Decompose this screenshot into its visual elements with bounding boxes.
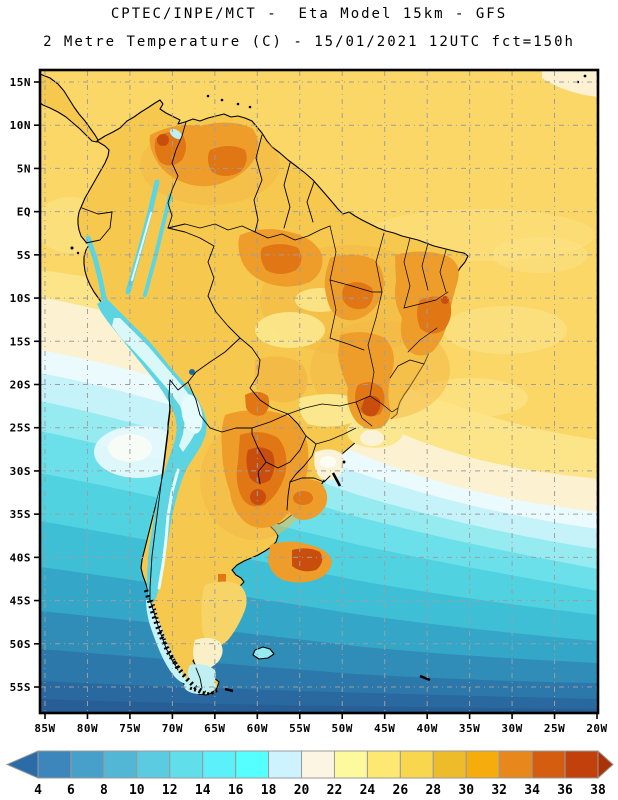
colorbar-cell — [202, 750, 237, 779]
lagoa-dos-patos — [331, 472, 342, 487]
colorbar-cell — [169, 750, 204, 779]
colorbar-cell — [70, 750, 105, 779]
colorbar-tick-label: 16 — [228, 783, 244, 798]
colorbar-cell — [235, 750, 270, 779]
lat-label: 5S — [17, 249, 31, 262]
colorbar-arrow-right — [597, 749, 614, 780]
colorbar-tick-label: 24 — [360, 783, 376, 798]
colorbar-cell — [103, 750, 138, 779]
lon-label: 40W — [416, 722, 437, 735]
lon-label: 20W — [586, 722, 607, 735]
colorbar-tick-label: 20 — [294, 783, 310, 798]
lat-label: 50S — [10, 638, 31, 651]
colorbar-tick-label: 36 — [557, 783, 573, 798]
map-frame — [38, 68, 600, 715]
lon-label: 65W — [204, 722, 225, 735]
fjords-speckle — [143, 589, 219, 696]
colorbar-cell — [37, 750, 72, 779]
lat-label: 10S — [10, 292, 31, 305]
page-subtitle: 2 Metre Temperature (C) - 15/01/2021 12U… — [43, 34, 575, 50]
colorbar-cell — [366, 750, 401, 779]
map-body — [40, 70, 598, 713]
latitude-axis: 15N 10N 5N EQ 5S 10S 15S 20S 25S 30S 35S 40S 45S 50S 5… — [10, 76, 40, 694]
isla-de-los-estados — [224, 687, 234, 693]
south-georgia — [419, 674, 431, 682]
lat-label: 10N — [10, 119, 31, 132]
colorbar-cell — [301, 750, 335, 779]
lat-label: 25S — [10, 422, 31, 435]
colorbar-cell — [531, 750, 566, 779]
colorbar-cell — [564, 750, 599, 779]
lon-label: 35W — [459, 722, 480, 735]
lat-label: EQ — [17, 206, 31, 219]
lat-label: 5N — [17, 162, 31, 175]
lat-label: 15N — [10, 76, 31, 89]
colorbar-tick-label: 30 — [458, 783, 474, 798]
colorbar-tick-label: 4 — [34, 783, 42, 798]
colorbar-tick-label: 28 — [425, 783, 441, 798]
lon-label: 60W — [247, 722, 268, 735]
longitude-axis: 85W 80W 75W 70W 65W 60W 55W 50W 45W 40W 35W 30W 25W 2… — [34, 713, 607, 735]
lat-label: 15S — [10, 335, 31, 348]
continent-south-america — [40, 73, 587, 696]
colorbar-tick-label: 22 — [327, 783, 343, 798]
lat-label: 45S — [10, 595, 31, 608]
colorbar-cell — [399, 750, 434, 779]
colorbar-tick-label: 6 — [67, 783, 75, 798]
colorbar-cell — [465, 750, 500, 779]
lon-label: 45W — [374, 722, 395, 735]
lat-label: 40S — [10, 551, 31, 564]
colorbar-tick-label: 26 — [393, 783, 409, 798]
lake-titicaca — [189, 369, 195, 375]
colorbar-tick-label: 10 — [129, 783, 145, 798]
lon-label: 85W — [34, 722, 55, 735]
colorbar-tick-label: 32 — [491, 783, 507, 798]
country-borders — [81, 121, 331, 689]
page-title: CPTEC/INPE/MCT - Eta Model 15km - GFS — [110, 6, 508, 22]
gridlines — [41, 71, 598, 712]
islands — [70, 74, 587, 693]
lon-label: 75W — [119, 722, 140, 735]
colorbar-tick-label: 18 — [261, 783, 277, 798]
colorbar-tick-label: 34 — [524, 783, 540, 798]
colorbar-cell — [268, 750, 303, 779]
colorbar-tick-label: 38 — [590, 783, 606, 798]
colorbar-tick-label: 8 — [100, 783, 108, 798]
lat-label: 55S — [10, 681, 31, 694]
state-borders — [287, 225, 449, 445]
lon-label: 30W — [501, 722, 522, 735]
lon-label: 55W — [289, 722, 310, 735]
lat-label: 35S — [10, 508, 31, 521]
lat-label: 20S — [10, 379, 31, 392]
colorbar-cell — [432, 750, 467, 779]
lon-label: 25W — [544, 722, 565, 735]
lon-label: 50W — [332, 722, 353, 735]
lon-label: 70W — [162, 722, 183, 735]
colorbar-cell — [136, 750, 171, 779]
lat-label: 30S — [10, 465, 31, 478]
colorbar-arrow-left — [5, 750, 39, 779]
colorbar-cell — [498, 750, 533, 779]
colorbar-legend: 4 6 8 10 12 14 16 18 20 22 24 26 28 30 32 34 36 38 — [5, 749, 614, 798]
colorbar-cell — [333, 750, 368, 779]
colorbar-tick-label: 14 — [195, 783, 211, 798]
colorbar-tick-label: 12 — [162, 783, 178, 798]
lon-label: 80W — [77, 722, 98, 735]
